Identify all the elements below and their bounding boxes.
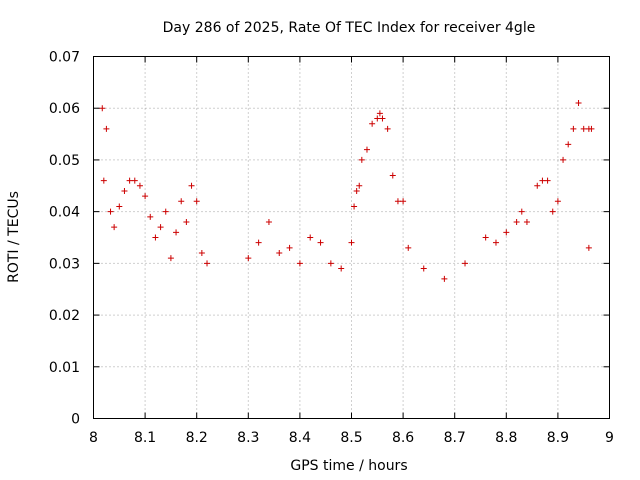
y-tick-label: 0.03 — [49, 256, 80, 272]
data-point — [462, 260, 469, 267]
data-point — [193, 198, 200, 205]
data-point — [353, 187, 360, 194]
data-point — [103, 125, 110, 132]
data-point — [111, 224, 118, 231]
data-point — [178, 198, 185, 205]
data-point — [183, 218, 190, 225]
data-point — [245, 255, 252, 262]
data-point — [255, 239, 262, 246]
data-point — [523, 218, 530, 225]
data-point — [265, 218, 272, 225]
data-point — [136, 182, 143, 189]
data-point — [286, 244, 293, 251]
data-point — [585, 244, 592, 251]
x-tick-label: 8.5 — [340, 430, 362, 446]
data-point — [554, 198, 561, 205]
data-point — [296, 260, 303, 267]
data-point — [394, 198, 401, 205]
data-point — [142, 193, 149, 200]
x-tick-label: 8.2 — [186, 430, 208, 446]
data-point — [327, 260, 334, 267]
data-point — [544, 177, 551, 184]
data-point — [188, 182, 195, 189]
grid — [93, 56, 610, 419]
data-point — [363, 146, 370, 153]
data-point — [307, 234, 314, 241]
data-point — [152, 234, 159, 241]
data-point — [400, 198, 407, 205]
data-point — [588, 125, 595, 132]
data-point — [560, 156, 567, 163]
x-tick-label: 8.6 — [392, 430, 414, 446]
data-point — [384, 125, 391, 132]
y-tick-label: 0.06 — [49, 101, 80, 117]
data-point — [338, 265, 345, 272]
chart-title: Day 286 of 2025, Rate Of TEC Index for r… — [163, 20, 536, 36]
data-point — [198, 250, 205, 257]
data-point — [317, 239, 324, 246]
data-point — [100, 177, 107, 184]
data-point — [570, 125, 577, 132]
data-point — [379, 115, 386, 122]
x-tick-label: 8.4 — [289, 430, 311, 446]
data-point — [369, 120, 376, 127]
data-point — [107, 208, 114, 215]
y-tick-label: 0.05 — [49, 153, 80, 169]
y-axis-label: ROTI / TECUs — [6, 191, 22, 283]
data-point — [389, 172, 396, 179]
data-point — [575, 100, 582, 107]
data-point — [420, 265, 427, 272]
data-point — [518, 208, 525, 215]
data-point — [492, 239, 499, 246]
data-point — [539, 177, 546, 184]
y-tick-label: 0.07 — [49, 50, 80, 66]
x-tick-label: 8.9 — [547, 430, 569, 446]
data-point — [121, 187, 128, 194]
data-points — [99, 100, 595, 282]
data-point — [126, 177, 133, 184]
data-point — [204, 260, 211, 267]
data-point — [405, 244, 412, 251]
data-point — [441, 275, 448, 282]
data-point — [565, 141, 572, 148]
data-point — [374, 115, 381, 122]
data-point — [162, 208, 169, 215]
data-point — [157, 224, 164, 231]
data-point — [549, 208, 556, 215]
y-tick-label: 0.04 — [49, 205, 80, 221]
data-point — [276, 250, 283, 257]
x-tick-label: 9 — [605, 430, 614, 446]
x-tick-label: 8.3 — [237, 430, 259, 446]
axis-ticks: 8 8.1 8.2 8.3 8.4 8.5 8.6 8.7 8.8 8.9 9 0 0.01 0.02 0.… — [49, 50, 614, 447]
x-tick-label: 8.7 — [444, 430, 466, 446]
data-point — [358, 156, 365, 163]
x-tick-label: 8 — [89, 430, 98, 446]
data-point — [513, 218, 520, 225]
data-point — [376, 110, 383, 117]
data-point — [534, 182, 541, 189]
data-point — [131, 177, 138, 184]
data-point — [173, 229, 180, 236]
data-point — [167, 255, 174, 262]
y-tick-label: 0.01 — [49, 360, 80, 376]
x-tick-label: 8.1 — [134, 430, 156, 446]
data-point — [356, 182, 363, 189]
y-tick-label: 0.02 — [49, 308, 80, 324]
data-point — [482, 234, 489, 241]
data-point — [147, 213, 154, 220]
data-point — [99, 105, 106, 112]
y-tick-label: 0 — [71, 412, 80, 428]
x-axis-label: GPS time / hours — [290, 458, 407, 474]
x-tick-label: 8.8 — [495, 430, 517, 446]
data-point — [351, 203, 358, 210]
data-point — [116, 203, 123, 210]
data-point — [348, 239, 355, 246]
data-point — [580, 125, 587, 132]
data-point — [503, 229, 510, 236]
